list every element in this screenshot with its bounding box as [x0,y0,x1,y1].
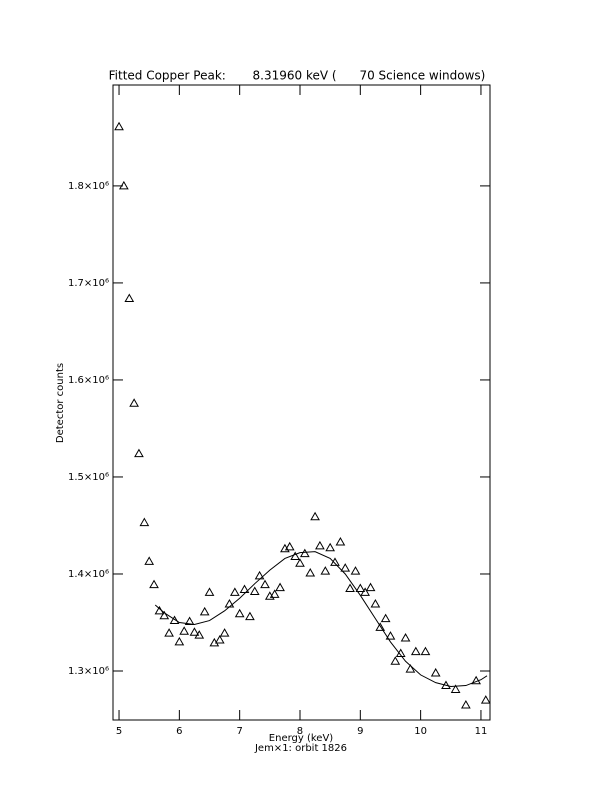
plot-frame [112,84,491,721]
data-point [370,599,381,608]
data-point [199,606,210,616]
data-point [234,608,245,618]
data-point [249,586,260,595]
y-tick-label: 1.6×10⁶ [68,375,109,386]
data-point [471,675,481,685]
data-point [179,626,190,635]
x-tick-label: 8 [297,726,303,737]
data-point [461,699,471,709]
data-point [189,627,200,636]
data-point [124,293,135,302]
data-point [254,570,265,580]
data-point [375,622,386,631]
data-point [169,615,180,625]
data-point [400,633,411,642]
data-point [350,566,361,575]
data-point [275,582,285,592]
data-point [325,542,336,552]
fit-line [154,551,488,688]
data-point [134,448,144,458]
data-point [410,646,421,656]
data-point [330,557,340,566]
x-tick-label: 10 [414,726,427,737]
data-point [450,684,461,693]
x-tick-label: 7 [236,726,242,737]
data-point [269,589,280,598]
data-point [355,583,366,593]
data-point [224,599,235,608]
data-point [380,613,391,623]
data-point [194,630,205,639]
data-point [385,631,396,640]
data-point [129,398,139,407]
data-point [305,568,316,577]
subtitle: Jem×1: orbit 1826 [254,743,347,754]
y-tick-label: 1.5×10⁶ [68,472,109,483]
data-point [159,610,170,620]
chart-title: Fitted Copper Peak: 8.31960 keV ( 70 Sci… [109,69,486,83]
data-point [365,582,376,592]
data-point [114,121,124,131]
data-point [118,180,129,190]
data-point [139,517,150,527]
data-point [184,616,195,626]
data-point [144,556,155,565]
data-point [229,587,240,596]
data-point [149,579,159,589]
data-point [335,536,346,546]
y-tick-label: 1.7×10⁶ [68,278,109,289]
data-point [219,628,230,637]
data-point [204,587,215,596]
x-tick-label: 9 [357,726,363,737]
data-point [154,605,165,615]
data-point [310,511,320,521]
data-point [360,587,370,596]
data-point [290,551,301,561]
data-point [315,540,325,550]
y-tick-label: 1.8×10⁶ [68,181,109,192]
data-point [340,563,351,572]
data-point [299,548,310,558]
data-point [164,628,174,637]
data-point [390,656,401,665]
data-point [295,558,305,567]
data-point [480,695,491,704]
y-axis-label: Detector counts [55,363,66,443]
x-tick-label: 11 [475,726,488,737]
data-point [345,583,355,593]
data-point [320,566,331,575]
data-point [405,664,416,673]
x-tick-label: 5 [116,726,122,737]
y-tick-label: 1.4×10⁶ [68,569,109,580]
data-point [239,584,250,594]
data-point [430,667,441,677]
data-point [214,634,225,644]
data-point [284,541,295,551]
data-point [260,579,270,589]
x-axis-label: Energy (keV) [269,733,334,744]
x-tick-label: 6 [176,726,182,737]
y-tick-label: 1.3×10⁶ [68,666,109,677]
data-point [245,611,255,621]
data-point [174,636,185,646]
data-point [420,646,431,656]
